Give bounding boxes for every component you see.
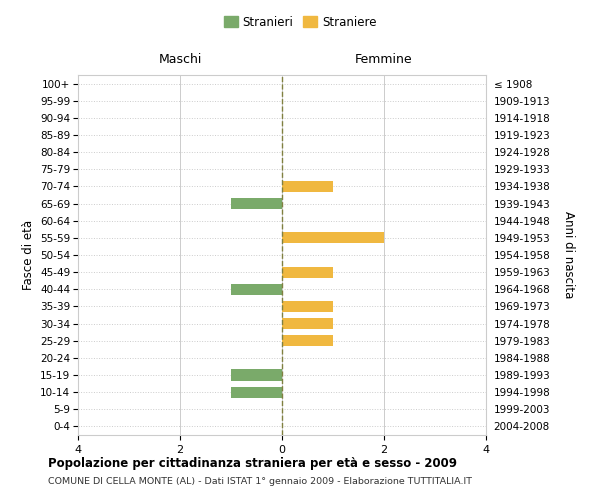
- Y-axis label: Anni di nascita: Anni di nascita: [562, 212, 575, 298]
- Bar: [282, 301, 333, 312]
- Bar: [282, 335, 333, 346]
- Bar: [231, 198, 282, 209]
- Bar: [231, 386, 282, 398]
- Bar: [231, 370, 282, 380]
- Bar: [231, 284, 282, 295]
- Bar: [282, 266, 333, 278]
- Text: COMUNE DI CELLA MONTE (AL) - Dati ISTAT 1° gennaio 2009 - Elaborazione TUTTITALI: COMUNE DI CELLA MONTE (AL) - Dati ISTAT …: [48, 478, 472, 486]
- Bar: [282, 318, 333, 329]
- Text: Popolazione per cittadinanza straniera per età e sesso - 2009: Popolazione per cittadinanza straniera p…: [48, 458, 457, 470]
- Legend: Stranieri, Straniere: Stranieri, Straniere: [221, 14, 379, 31]
- Y-axis label: Fasce di età: Fasce di età: [22, 220, 35, 290]
- Bar: [282, 181, 333, 192]
- Bar: [282, 232, 384, 243]
